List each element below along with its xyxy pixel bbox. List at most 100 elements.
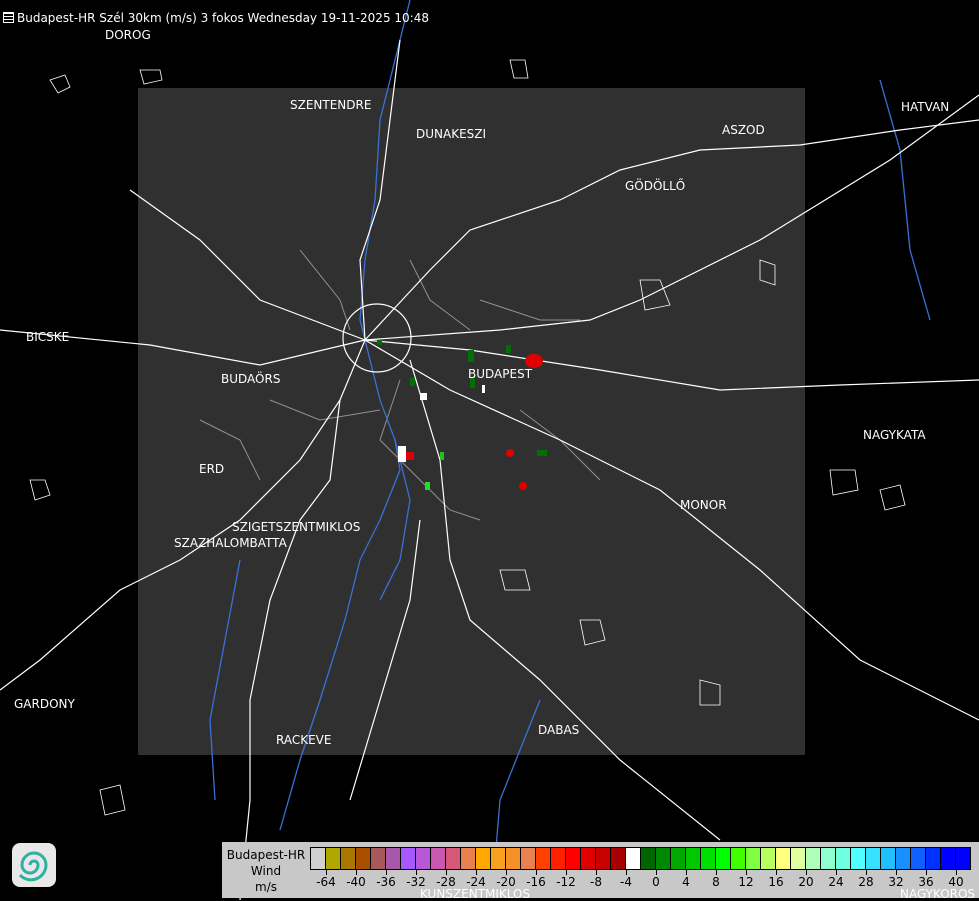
legend-tick-mark	[746, 870, 747, 875]
legend-tick-label: 20	[798, 875, 814, 889]
legend-tick-label: 36	[918, 875, 934, 889]
menu-icon[interactable]	[3, 12, 14, 23]
legend-swatch	[716, 848, 731, 869]
legend-tick-mark	[476, 870, 477, 875]
radar-coverage-area	[138, 88, 805, 755]
echo	[519, 482, 527, 490]
map-title: Budapest-HR Szél 30km (m/s) 3 fokos Wedn…	[3, 11, 429, 25]
legend-tick-label: -36	[376, 875, 396, 889]
legend-swatch	[866, 848, 881, 869]
legend-swatch	[461, 848, 476, 869]
legend-tick-mark	[956, 870, 957, 875]
echo	[525, 354, 543, 368]
legend-swatch	[581, 848, 596, 869]
legend-tick-mark	[926, 870, 927, 875]
legend-swatch	[761, 848, 776, 869]
app-logo[interactable]	[12, 843, 56, 887]
legend-swatch	[626, 848, 641, 869]
legend-tick-mark	[416, 870, 417, 875]
legend-tick-label: -8	[590, 875, 602, 889]
legend-tick-mark	[536, 870, 537, 875]
danube-river	[209, 0, 931, 861]
city-label: SZAZHALOMBATTA	[174, 536, 287, 550]
legend-tick-label: 0	[652, 875, 660, 889]
legend-tick-mark	[326, 870, 327, 875]
city-label: KUNSZENTMIKLOS	[420, 887, 531, 901]
color-legend: Budapest-HR Wind m/s -64 -40 -36 -32 -28 -24-…	[222, 842, 979, 898]
echo	[377, 340, 382, 345]
legend-swatch	[746, 848, 761, 869]
legend-station: Budapest-HR	[226, 848, 306, 862]
legend-tick-mark	[386, 870, 387, 875]
city-label: GARDONY	[14, 697, 75, 711]
legend-swatch	[671, 848, 686, 869]
map-title-text: Budapest-HR Szél 30km (m/s) 3 fokos Wedn…	[17, 11, 429, 25]
legend-swatch	[836, 848, 851, 869]
city-label: SZIGETSZENTMIKLOS	[232, 520, 361, 534]
radar-echoes	[377, 340, 547, 490]
legend-swatch	[686, 848, 701, 869]
legend-swatch	[416, 848, 431, 869]
legend-tick-mark	[356, 870, 357, 875]
echo	[468, 350, 474, 362]
legend-tick-label: -4	[620, 875, 632, 889]
city-label: NAGYKATA	[863, 428, 926, 442]
legend-tick-mark	[776, 870, 777, 875]
legend-tick-mark	[566, 870, 567, 875]
legend-swatch	[641, 848, 656, 869]
legend-swatch	[596, 848, 611, 869]
legend-tick-mark	[596, 870, 597, 875]
legend-swatch	[701, 848, 716, 869]
legend-tick-label: -16	[526, 875, 546, 889]
legend-swatch	[731, 848, 746, 869]
legend-swatch	[776, 848, 791, 869]
legend-tick-mark	[836, 870, 837, 875]
legend-quantity: Wind	[250, 864, 282, 878]
legend-tick-mark	[896, 870, 897, 875]
legend-tick-label: -32	[406, 875, 426, 889]
legend-swatch	[521, 848, 536, 869]
legend-swatch	[656, 848, 671, 869]
legend-swatch	[431, 848, 446, 869]
legend-tick-label: 4	[682, 875, 690, 889]
city-label: BUDAÖRS	[221, 372, 281, 386]
echo	[410, 378, 415, 386]
legend-swatch	[506, 848, 521, 869]
echo	[537, 450, 547, 456]
legend-tick-mark	[866, 870, 867, 875]
legend-unit: m/s	[255, 880, 277, 894]
city-label: ERD	[199, 462, 225, 476]
city-label: MONOR	[680, 498, 727, 512]
city-label: GÖDÖLLŐ	[625, 179, 686, 193]
legend-tick-mark	[506, 870, 507, 875]
legend-swatch	[446, 848, 461, 869]
legend-tick-label: 40	[948, 875, 964, 889]
legend-swatch	[401, 848, 416, 869]
echo	[425, 482, 430, 490]
legend-tick-label: 12	[738, 875, 754, 889]
legend-swatch	[791, 848, 806, 869]
city-label: BUDAPEST	[468, 367, 533, 381]
echo	[506, 449, 514, 457]
legend-swatch	[536, 848, 551, 869]
legend-tick-label: 16	[768, 875, 784, 889]
legend-tick-mark	[656, 870, 657, 875]
city-label: DOROG	[105, 28, 151, 42]
legend-tick-label: 24	[828, 875, 844, 889]
legend-swatch	[371, 848, 386, 869]
legend-tick-mark	[626, 870, 627, 875]
echo	[440, 452, 444, 460]
legend-swatch	[356, 848, 371, 869]
legend-swatch	[926, 848, 941, 869]
legend-tick-label: 28	[858, 875, 874, 889]
city-label: SZENTENDRE	[290, 98, 372, 112]
city-label: HATVAN	[901, 100, 950, 114]
legend-swatch	[881, 848, 896, 869]
echo	[482, 385, 485, 393]
legend-swatch	[491, 848, 506, 869]
city-label: RACKEVE	[276, 733, 332, 747]
legend-swatch	[476, 848, 491, 869]
legend-swatch	[956, 848, 970, 869]
legend-swatch	[551, 848, 566, 869]
